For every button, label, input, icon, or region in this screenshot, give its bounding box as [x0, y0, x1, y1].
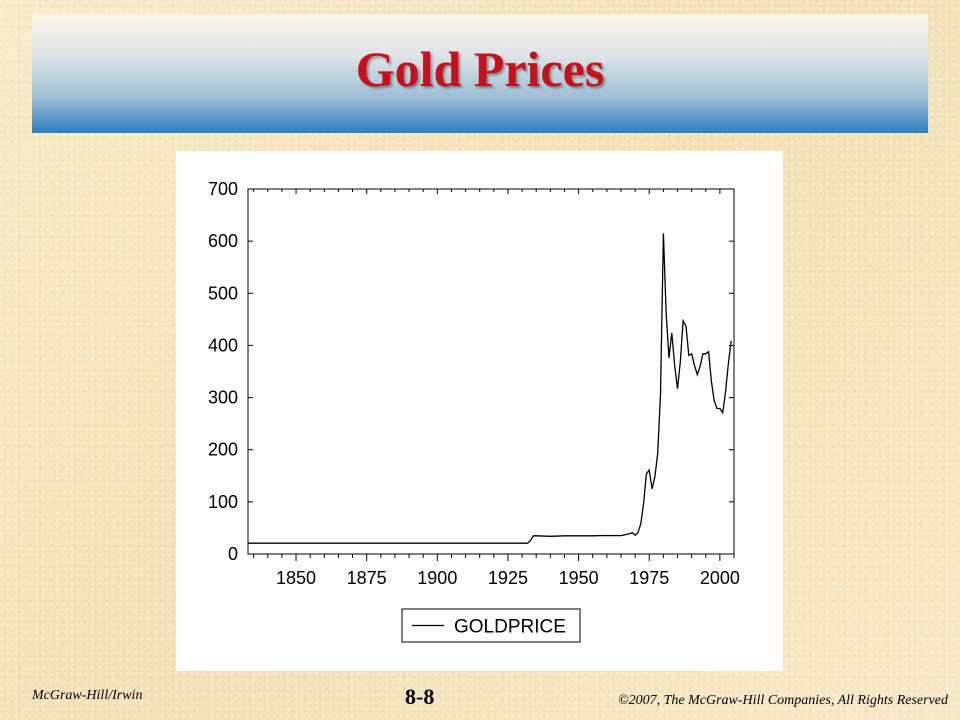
- x-tick-label: 2000: [700, 568, 740, 588]
- page-number: 8-8: [405, 684, 435, 709]
- y-tick-label: 600: [208, 231, 238, 251]
- x-tick-label: 1875: [347, 568, 387, 588]
- y-tick-label: 200: [208, 440, 238, 460]
- x-tick-label: 1950: [559, 568, 599, 588]
- y-tick-label: 500: [208, 283, 238, 303]
- legend-label: GOLDPRICE: [454, 617, 566, 638]
- x-tick-label: 1850: [276, 568, 316, 588]
- x-tick-label: 1925: [488, 568, 528, 588]
- x-tick-label: 1900: [417, 568, 457, 588]
- title-banner: Gold Prices: [32, 14, 928, 133]
- y-tick-label: 300: [208, 388, 238, 408]
- y-tick-label: 0: [228, 544, 238, 564]
- y-tick-label: 100: [208, 492, 238, 512]
- chart-panel: 0 100 200 300 400 500 600 700 1850 1875 1900 1925 19…: [176, 151, 783, 671]
- footer-copyright: ©2007, The McGraw-Hill Companies, All Ri…: [617, 693, 948, 708]
- gold-price-chart: 0 100 200 300 400 500 600 700 1850 1875 1900 1925 19…: [208, 179, 740, 643]
- y-tick-label: 700: [208, 179, 238, 199]
- y-tick-label: 400: [208, 335, 238, 355]
- series-line-goldprice: [248, 233, 732, 544]
- plot-frame: [247, 188, 735, 555]
- footer-publisher: McGraw-Hill/Irwin: [32, 688, 143, 703]
- slide-title: Gold Prices: [355, 40, 605, 97]
- x-tick-label: 1975: [629, 568, 669, 588]
